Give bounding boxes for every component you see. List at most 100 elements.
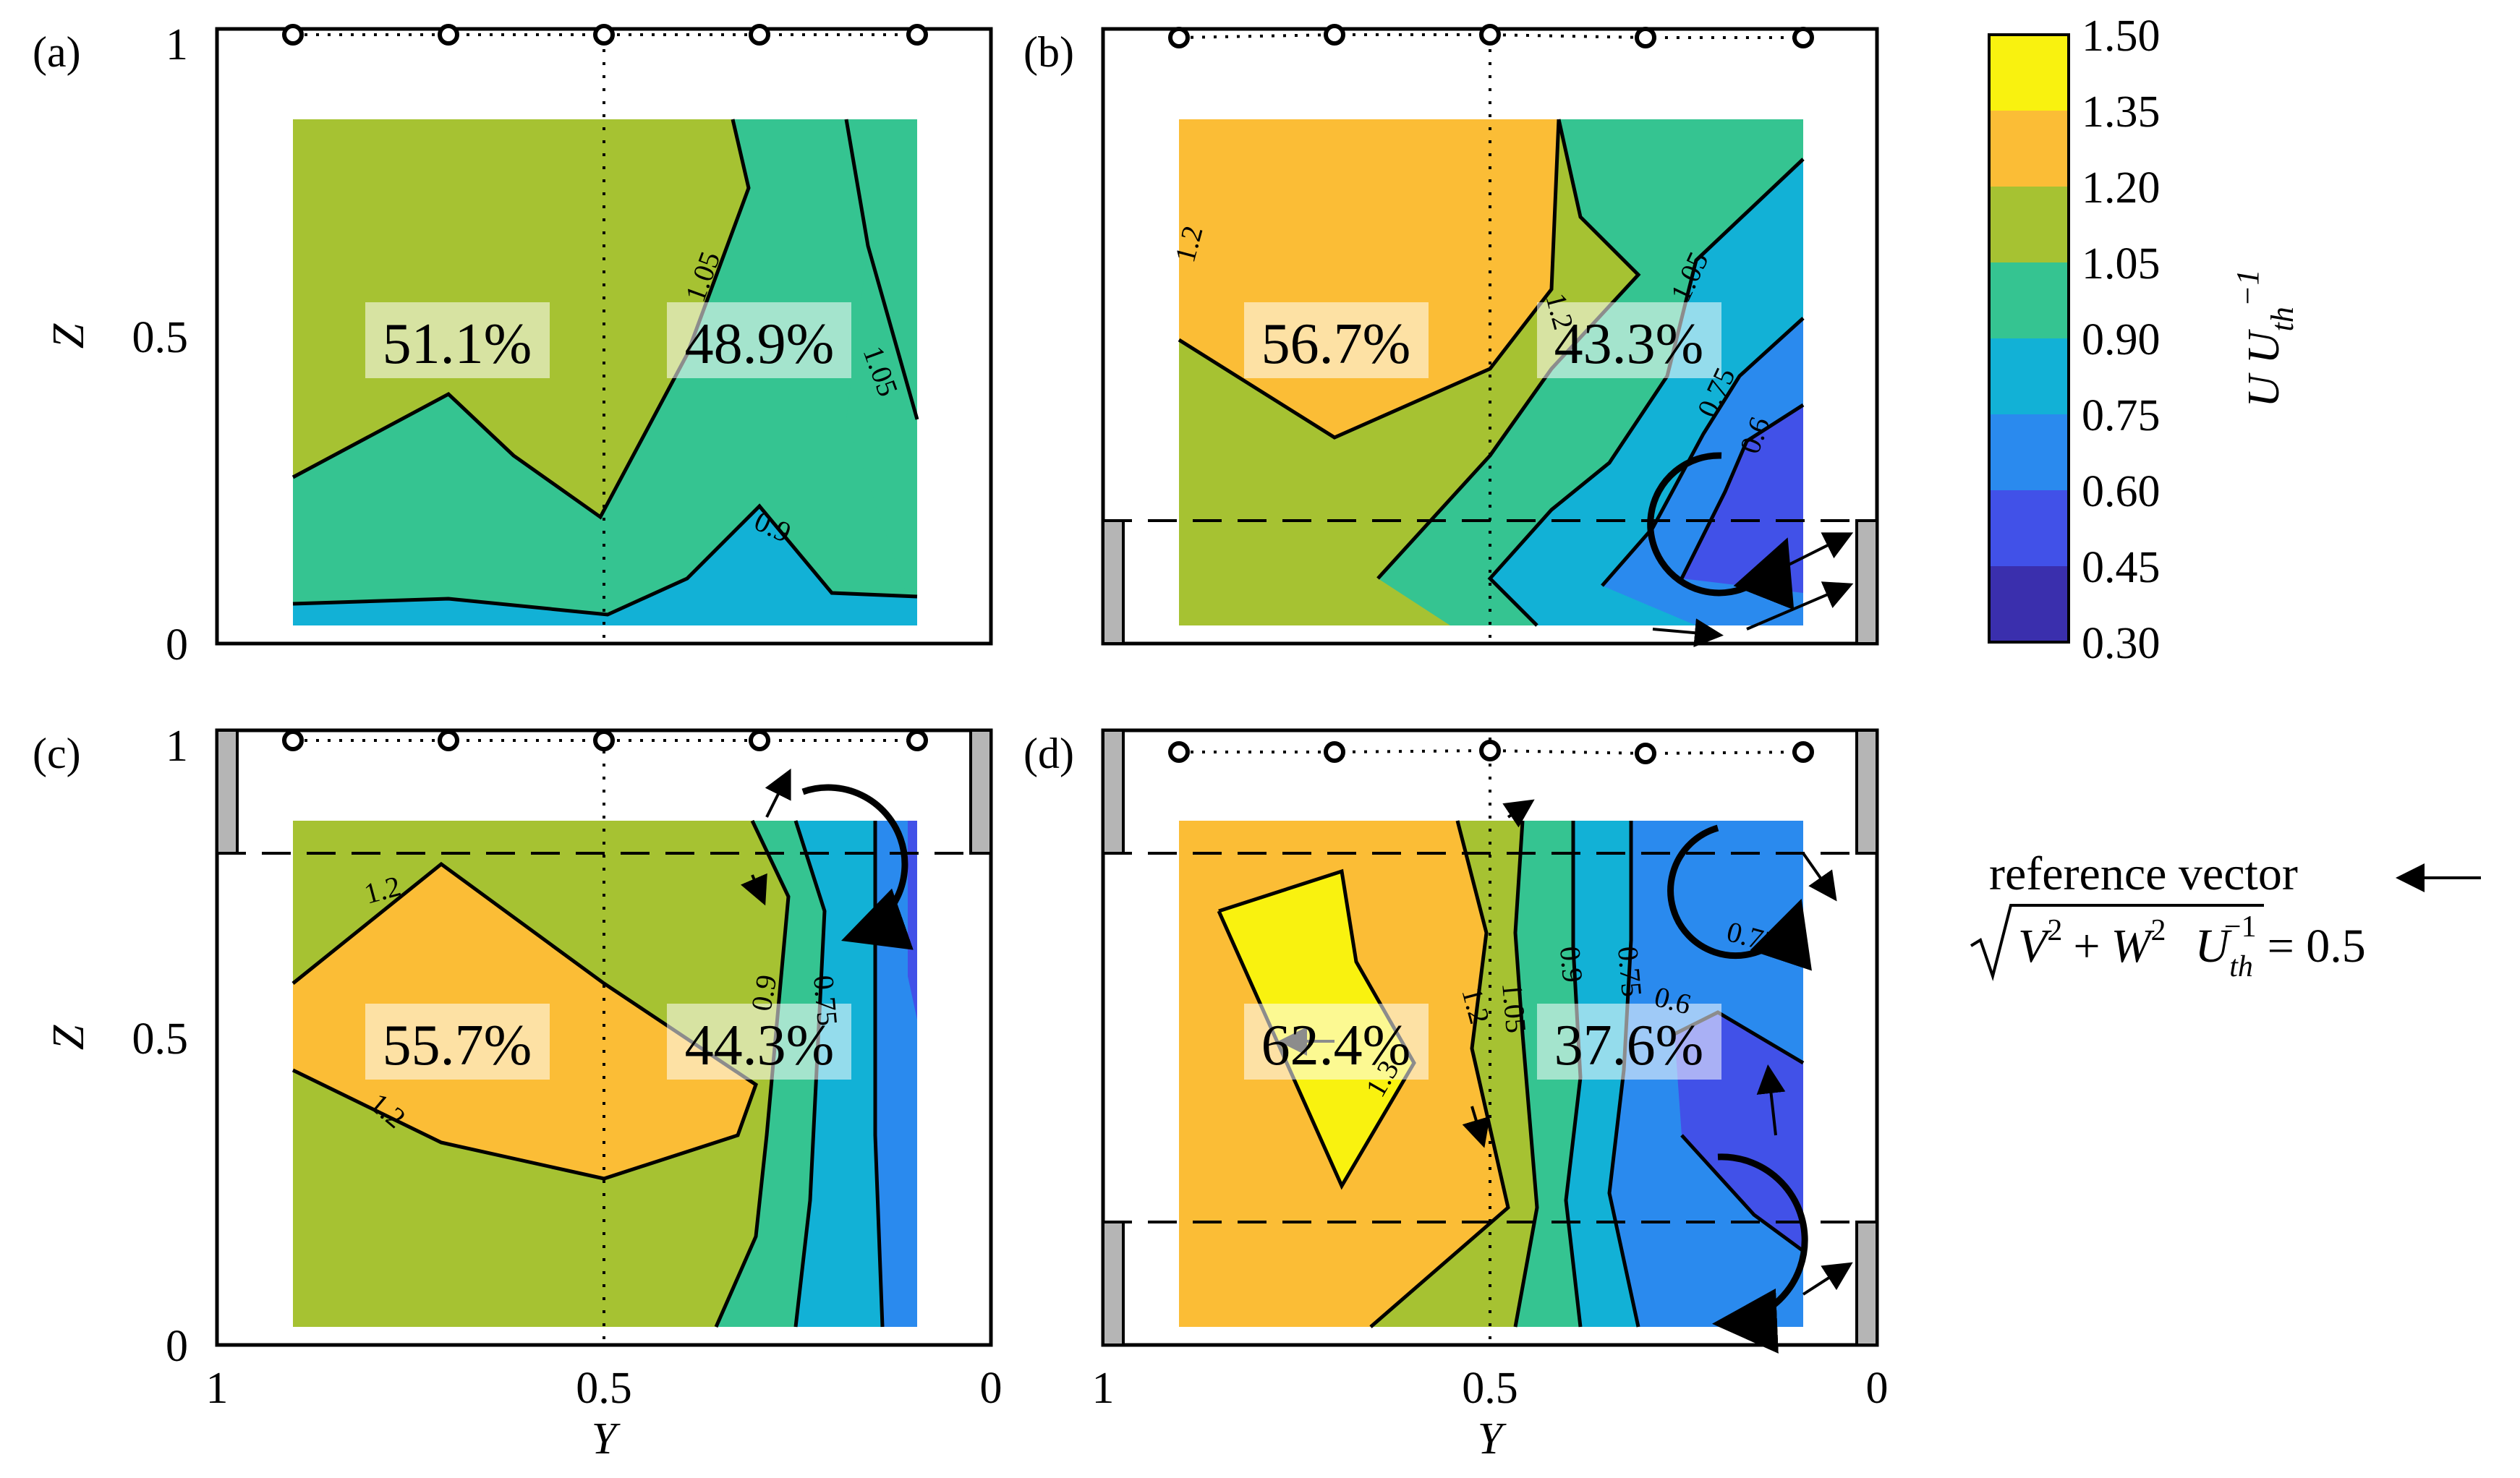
probe-marker bbox=[1479, 24, 1501, 46]
contour-label-d3: 0.9 bbox=[1554, 945, 1589, 984]
contour-line-a3 bbox=[292, 503, 918, 617]
contour-line-c2 bbox=[714, 819, 791, 1328]
colorbar-tick-label: 0.60 bbox=[2082, 467, 2161, 516]
eq-v: V bbox=[2018, 920, 2052, 973]
eq-w-exp: 2 bbox=[2151, 914, 2166, 947]
wall-top-left-d bbox=[1102, 729, 1125, 855]
panel-label-d: (d) bbox=[1023, 730, 1074, 777]
flow-arrow-d1 bbox=[1802, 852, 1837, 902]
pct-label-left-a: 51.1% bbox=[383, 312, 532, 376]
probe-marker bbox=[593, 730, 615, 751]
x-tick-1-d: 1 bbox=[1092, 1364, 1115, 1413]
colorbar-title-main: U U bbox=[2239, 328, 2289, 407]
probe-marker bbox=[1168, 741, 1190, 763]
colorbar-tick-label: 1.05 bbox=[2082, 239, 2161, 289]
wall-right-c bbox=[969, 729, 992, 855]
colorbar-frame bbox=[1988, 33, 2070, 644]
x-tick-05-c: 0.5 bbox=[576, 1364, 632, 1413]
contour-line-c1 bbox=[291, 861, 759, 1181]
frame-d bbox=[1101, 728, 1879, 1347]
probe-marker bbox=[438, 730, 459, 751]
legend-line1: reference vector bbox=[1989, 847, 2298, 900]
colorbar-title-sub: th bbox=[2265, 307, 2300, 331]
pct-label-right-a: 48.9% bbox=[685, 312, 835, 376]
pct-label-right-c: 44.3% bbox=[685, 1014, 835, 1077]
x-tick-0-c: 0 bbox=[980, 1364, 1003, 1413]
y-tick-0-c: 0 bbox=[166, 1322, 188, 1371]
pct-label-left-c: 55.7% bbox=[383, 1014, 532, 1077]
eq-rhs: = 0.5 bbox=[2268, 920, 2366, 973]
probe-marker bbox=[438, 24, 459, 46]
x-axis-title-d: Y bbox=[1478, 1414, 1507, 1464]
flow-arrow-d3 bbox=[1502, 799, 1535, 828]
pct-box-left-b bbox=[1244, 302, 1429, 378]
contour-line-a1 bbox=[291, 119, 751, 520]
wall-top-right-d bbox=[1855, 729, 1878, 855]
contour-line-d1 bbox=[1369, 820, 1510, 1328]
colorbar: 1.50 1.35 1.20 1.05 0.90 0.75 0.60 0.45 0.30 U U… bbox=[1988, 12, 2300, 668]
contour-line-b1 bbox=[1178, 119, 1561, 440]
probe-marker bbox=[1479, 740, 1501, 761]
y-tick-05-c: 0.5 bbox=[132, 1014, 189, 1064]
panel-label-a: (a) bbox=[33, 28, 81, 76]
pct-box-right-a bbox=[667, 302, 851, 378]
pct-box-left-c bbox=[365, 1004, 550, 1080]
contour-line-b5 bbox=[1680, 403, 1805, 580]
y-axis-title-a: Z bbox=[44, 323, 93, 349]
contour-line-a2 bbox=[844, 119, 919, 420]
contour-band-a-teal1 bbox=[293, 119, 917, 625]
probe-marker bbox=[1324, 741, 1345, 763]
colorbar-swatch bbox=[1989, 187, 2069, 263]
colorbar-tick-label: 0.30 bbox=[2082, 619, 2161, 668]
panel-d: 62.4% 37.6% 1.2 1.05 0.9 0.75 0.6 0.75 1… bbox=[1023, 728, 1889, 1464]
eq-w: W bbox=[2111, 920, 2155, 973]
probe-marker bbox=[906, 730, 928, 751]
contour-line-b4 bbox=[1601, 317, 1805, 587]
panel-a: 51.1% 48.9% 1.05 1.05 0.9 (a) Z 1 0.5 0 bbox=[33, 20, 993, 670]
probe-marker bbox=[282, 24, 304, 46]
svg-text:U Uth−1: U Uth−1 bbox=[2230, 270, 2300, 408]
colorbar-tick-label: 0.90 bbox=[2082, 315, 2161, 364]
x-axis-title-c: Y bbox=[592, 1414, 621, 1464]
colorbar-swatch bbox=[1989, 262, 2069, 339]
probes-a bbox=[282, 24, 928, 46]
probe-marker bbox=[1635, 743, 1656, 764]
contour-band-a-blue bbox=[293, 506, 917, 625]
panel-label-c: (c) bbox=[33, 730, 81, 777]
probe-marker bbox=[1792, 741, 1814, 763]
colorbar-title: U Uth−1 bbox=[2230, 270, 2300, 408]
probe-marker bbox=[282, 730, 304, 751]
flow-arrow-d6 bbox=[1462, 1106, 1490, 1148]
panel-c: 55.7% 44.3% 1.2 1.2 0.9 0.75 (c) Z 1 0.5… bbox=[33, 722, 1003, 1464]
probes-b bbox=[1168, 24, 1814, 48]
eq-v-exp: 2 bbox=[2047, 914, 2062, 947]
y-tick-1-a: 1 bbox=[166, 20, 188, 69]
probe-marker bbox=[1168, 27, 1190, 48]
eq-u-sub: th bbox=[2229, 950, 2253, 983]
pct-box-left-a bbox=[365, 302, 550, 378]
wall-bottom-right-d bbox=[1855, 1221, 1878, 1346]
probe-marker bbox=[1792, 27, 1814, 48]
wall-right-b bbox=[1855, 519, 1878, 645]
flow-arrow-b3 bbox=[1652, 618, 1724, 648]
colorbar-tick-label: 1.50 bbox=[2082, 12, 2161, 61]
y-tick-1-c: 1 bbox=[166, 722, 188, 771]
pct-box-left-d bbox=[1244, 1004, 1429, 1080]
flow-arrow-c2 bbox=[741, 873, 767, 906]
colorbar-tick-label: 0.45 bbox=[2082, 543, 2161, 592]
colorbar-swatch bbox=[1989, 490, 2069, 567]
colorbar-tick-labels: 1.50 1.35 1.20 1.05 0.90 0.75 0.60 0.45 0.30 bbox=[2082, 12, 2161, 668]
pct-box-right-b bbox=[1537, 302, 1721, 378]
probes-d bbox=[1168, 740, 1814, 764]
contour-band-a-teal2 bbox=[846, 119, 917, 625]
y-axis-title-c: Z bbox=[44, 1025, 93, 1050]
pct-box-right-c bbox=[667, 1004, 851, 1080]
eq-u: U bbox=[2195, 920, 2233, 973]
x-tick-05-d: 0.5 bbox=[1462, 1364, 1518, 1413]
colorbar-tick-label: 1.35 bbox=[2082, 87, 2161, 137]
y-tick-0-a: 0 bbox=[166, 620, 188, 670]
sqrt-sign bbox=[1970, 904, 2264, 982]
probe-marker bbox=[1324, 24, 1345, 46]
vortex-c bbox=[801, 784, 914, 950]
